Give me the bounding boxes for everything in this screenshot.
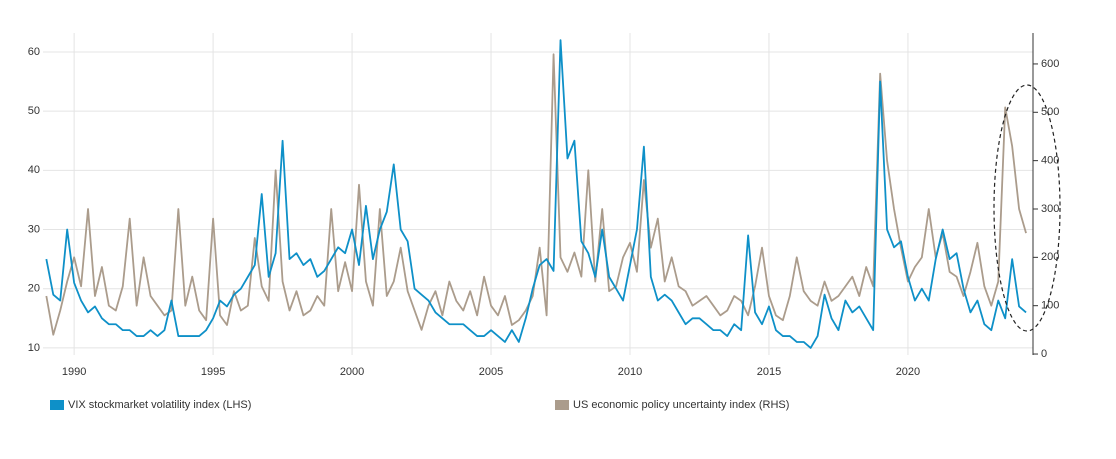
y-tick-label: 40 xyxy=(28,164,40,176)
y2-tick-label: 300 xyxy=(1041,203,1059,215)
x-tick-label: 1990 xyxy=(62,366,86,378)
y2-tick-label: 400 xyxy=(1041,155,1059,167)
legend-swatch xyxy=(555,400,569,410)
y-tick-label: 50 xyxy=(28,105,40,117)
y2-tick-label: 600 xyxy=(1041,58,1059,70)
y-tick-label: 60 xyxy=(28,46,40,58)
legend-swatch xyxy=(50,400,64,410)
x-tick-label: 2005 xyxy=(479,366,503,378)
series-line xyxy=(45,39,1027,349)
y-tick-label: 30 xyxy=(28,223,40,235)
y2-tick-label: 100 xyxy=(1041,300,1059,312)
y-tick-label: 20 xyxy=(28,283,40,295)
series-line xyxy=(45,53,1027,336)
legend-label: VIX stockmarket volatility index (LHS) xyxy=(68,399,251,411)
x-tick-label: 2015 xyxy=(757,366,781,378)
x-tick-label: 1995 xyxy=(201,366,225,378)
highlight-ellipse xyxy=(993,84,1061,332)
y2-tick-label: 0 xyxy=(1041,348,1047,360)
x-tick-label: 2000 xyxy=(340,366,364,378)
y2-tick-label: 200 xyxy=(1041,251,1059,263)
x-tick-label: 2020 xyxy=(896,366,920,378)
x-tick-label: 2010 xyxy=(618,366,642,378)
y-tick-label: 10 xyxy=(28,342,40,354)
y2-tick-label: 500 xyxy=(1041,106,1059,118)
legend-label: US economic policy uncertainty index (RH… xyxy=(573,399,789,411)
